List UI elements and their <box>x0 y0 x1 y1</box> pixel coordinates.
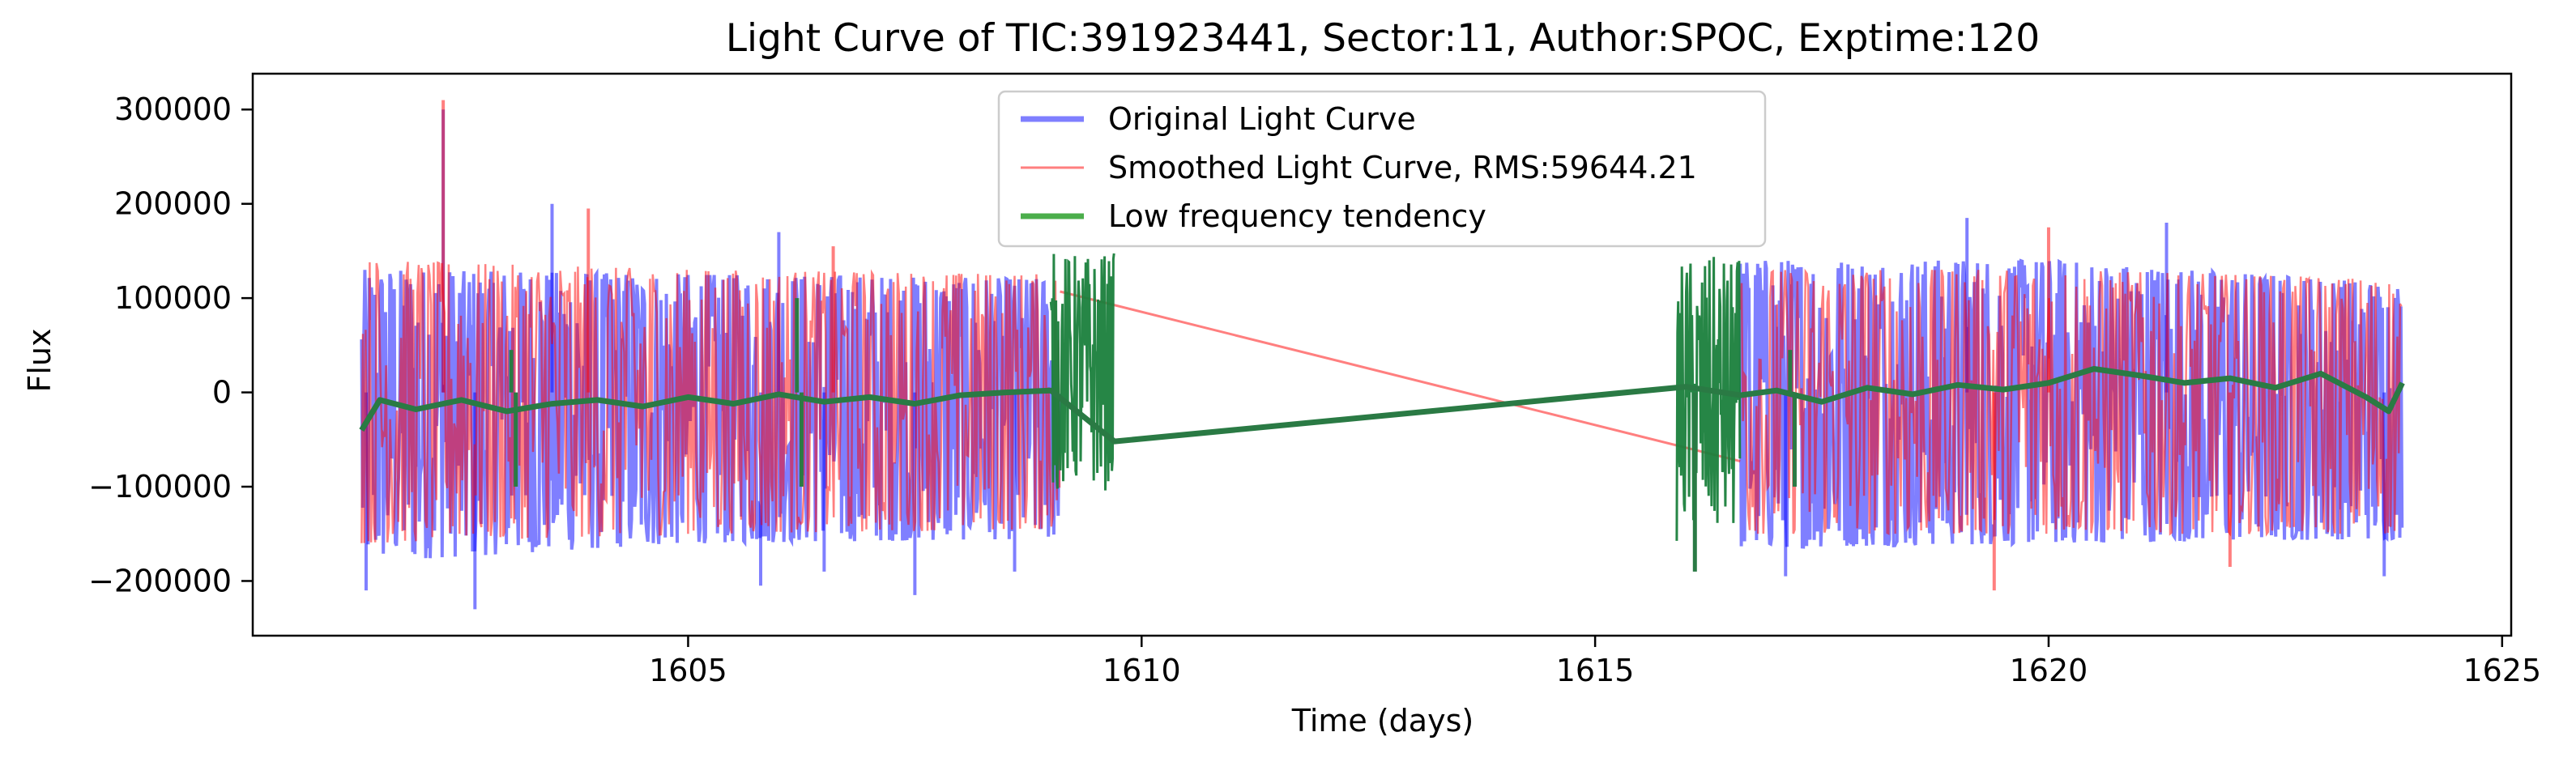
series-1-bridge <box>1060 290 1741 463</box>
x-tick-label-1605: 1605 <box>649 653 727 688</box>
legend-label-original: Original Light Curve <box>1108 101 1416 137</box>
y-tick-label--200000: −200000 <box>88 563 232 598</box>
y-axis-label: Flux <box>22 329 58 393</box>
x-tick-label-1615: 1615 <box>1556 653 1635 688</box>
trend-line <box>359 366 2405 445</box>
series-2 <box>359 253 2405 572</box>
x-tick-label-1620: 1620 <box>2010 653 2088 688</box>
legend-label-smoothed: Smoothed Light Curve, RMS:59644.21 <box>1108 150 1697 185</box>
chart-title: Light Curve of TIC:391923441, Sector:11,… <box>726 16 2040 61</box>
trend-burst-1 <box>1675 257 1742 541</box>
x-tick-label-1625: 1625 <box>2463 653 2541 688</box>
x-axis: 1605 1610 1615 1620 1625 <box>649 636 2541 688</box>
plot-data-layer <box>359 100 2405 610</box>
y-tick-label-300000: 300000 <box>114 92 232 127</box>
legend-frame <box>997 90 1767 248</box>
y-tick-label-200000: 200000 <box>114 186 232 222</box>
y-tick-label-0: 0 <box>212 375 232 411</box>
series-1-line <box>360 261 2403 543</box>
y-tick-label--100000: −100000 <box>88 469 232 504</box>
x-axis-label: Time (days) <box>1291 703 1474 739</box>
y-tick-label-100000: 100000 <box>114 280 232 316</box>
plot-frame <box>251 72 2513 637</box>
x-tick-label-1610: 1610 <box>1102 653 1181 688</box>
trend-burst-0 <box>1049 253 1115 491</box>
legend: Original Light Curve Smoothed Light Curv… <box>997 90 1767 248</box>
series-1 <box>360 100 2403 591</box>
y-axis: −200000 −100000 0 100000 200000 300000 <box>88 92 253 598</box>
legend-label-trend: Low frequency tendency <box>1108 198 1486 234</box>
